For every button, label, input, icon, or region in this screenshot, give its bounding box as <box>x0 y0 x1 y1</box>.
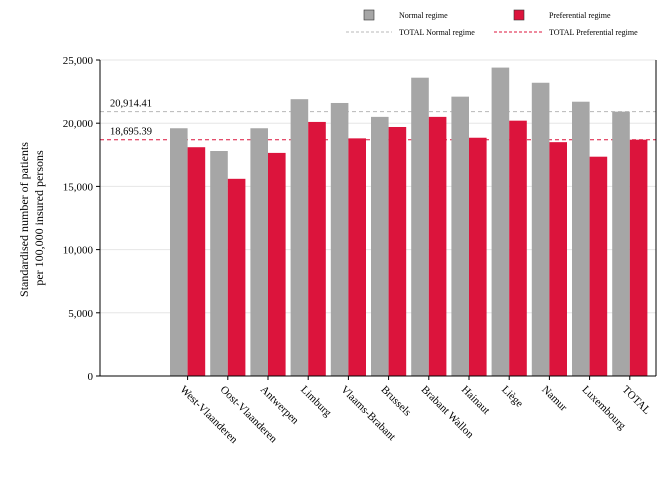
bar-preferential <box>348 138 366 376</box>
legend-label-normal: Normal regime <box>399 11 448 20</box>
bar-normal <box>290 99 309 377</box>
y-axis-label: Standardised number of patients per 100,… <box>17 139 46 297</box>
bar-normal <box>531 82 550 376</box>
bar-normal <box>250 128 268 376</box>
legend: Normal regime Preferential regime TOTAL … <box>346 9 638 37</box>
bar-preferential <box>428 116 447 376</box>
bar-preferential <box>388 126 407 376</box>
ref-label-total-normal: 20,914.41 <box>110 99 152 110</box>
bars <box>170 67 648 377</box>
legend-swatch-preferential <box>513 9 525 21</box>
bar-preferential <box>227 178 246 376</box>
y-tick-label: 0 <box>88 371 94 383</box>
y-tick-label: 5,000 <box>68 308 93 320</box>
y-tick-label: 15,000 <box>63 181 94 193</box>
bar-normal <box>451 96 469 376</box>
legend-label-total-normal: TOTAL Normal regime <box>399 28 475 37</box>
x-tick-label: Namur <box>539 384 569 414</box>
ref-labels: 20,914.41 18,695.39 <box>110 99 152 138</box>
bar-normal <box>210 151 228 376</box>
x-tick-label: Hainaut <box>459 384 492 417</box>
bar-normal <box>330 102 349 376</box>
bar-preferential <box>629 139 648 376</box>
y-tick-label: 25,000 <box>63 55 94 67</box>
axes <box>100 60 657 377</box>
x-tick-label: Liège <box>499 384 525 410</box>
y-axis-label-line-1: Standardised number of patients <box>17 142 31 297</box>
bar-normal <box>572 101 590 376</box>
bar-normal <box>612 111 630 377</box>
reference-lines <box>100 111 656 141</box>
legend-label-total-preferential: TOTAL Preferential regime <box>549 28 638 37</box>
y-tick-label: 10,000 <box>63 245 94 257</box>
x-tick-label: Brussels <box>378 384 413 419</box>
bar-preferential <box>268 152 286 376</box>
bar-preferential <box>469 137 487 376</box>
x-axis-labels: West-VlaanderenOost-VlaanderenAntwerpenL… <box>177 376 653 446</box>
bar-normal <box>170 128 188 376</box>
legend-label-preferential: Preferential regime <box>549 11 611 20</box>
bar-preferential <box>549 142 567 376</box>
y-tick-label: 20,000 <box>63 118 94 130</box>
ref-label-total-preferential: 18,695.39 <box>110 127 152 138</box>
x-tick-label: TOTAL <box>620 384 653 417</box>
y-axis: 0 5,000 10,000 15,000 20,000 25,000 <box>63 55 101 383</box>
bar-normal <box>371 116 389 376</box>
bar-normal <box>491 67 510 377</box>
bar-preferential <box>187 147 206 376</box>
bar-normal <box>411 77 429 377</box>
legend-swatch-normal <box>363 9 375 21</box>
bar-preferential <box>589 156 608 376</box>
y-axis-label-line-2: per 100,000 insured persons <box>32 150 46 286</box>
bar-preferential <box>308 121 326 376</box>
bar-preferential <box>509 120 527 376</box>
x-tick-label: Limburg <box>298 384 334 420</box>
